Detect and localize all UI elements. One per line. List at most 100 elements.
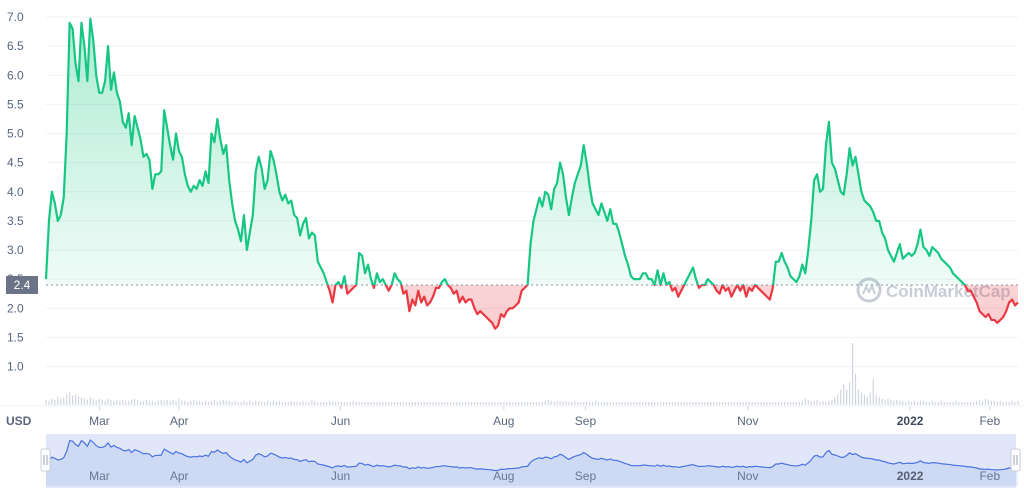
volume-bar (417, 401, 419, 405)
volume-bar (515, 401, 517, 405)
volume-bar (654, 401, 656, 405)
volume-bar (757, 401, 759, 405)
y-tick-label: 1.0 (7, 360, 24, 374)
volume-bar (840, 389, 842, 405)
volume-bar (804, 398, 806, 405)
volume-bar (1011, 400, 1013, 405)
y-tick-label: 4.0 (7, 185, 24, 199)
currency-unit-label: USD (6, 414, 32, 428)
volume-bar (470, 401, 473, 405)
volume-bar (139, 400, 142, 405)
navigator-x-tick-label: Sep (575, 469, 597, 483)
volume-bar (201, 401, 204, 405)
volume-bar (943, 401, 945, 405)
volume-bar (414, 401, 416, 405)
volume-bar (597, 401, 600, 405)
volume-bar (869, 392, 871, 405)
volume-bar (529, 401, 532, 405)
volume-bar (459, 401, 461, 405)
volume-bar (473, 401, 475, 405)
volume-bar (488, 401, 490, 405)
volume-bar (721, 401, 724, 405)
volume-bar (686, 401, 688, 405)
volume-bar (388, 401, 390, 405)
volume-bar (976, 400, 978, 405)
volume-bar (131, 399, 133, 405)
volume-bar (970, 401, 972, 405)
y-tick-label: 3.0 (7, 243, 24, 257)
volume-bar (961, 401, 963, 405)
volume-bar (396, 401, 399, 405)
volume-bar (77, 396, 80, 405)
volume-bar (116, 399, 118, 405)
volume-bar (196, 400, 198, 405)
volume-bar (973, 401, 975, 405)
volume-bar (48, 400, 50, 405)
volume-bar (343, 401, 345, 405)
volume-bar (949, 401, 951, 405)
volume-bar (586, 401, 588, 405)
volume-bar (689, 401, 691, 405)
volume-bar (695, 401, 697, 405)
range-navigator[interactable]: Mar Apr Jun Aug Sep Nov 2022 Feb (40, 434, 1021, 488)
volume-bar (314, 400, 316, 405)
volume-bar (98, 398, 100, 405)
navigator-left-handle[interactable] (40, 448, 51, 472)
volume-bar (866, 396, 868, 405)
volume-bar (707, 401, 709, 405)
volume-bar (559, 400, 561, 405)
volume-bar (550, 400, 552, 405)
volume-bar (819, 401, 821, 405)
volume-bar (733, 401, 735, 405)
volume-bar (349, 401, 351, 405)
volume-bar (45, 399, 47, 405)
volume-bar (243, 400, 245, 405)
volume-bar (680, 401, 682, 405)
volume-bar (591, 401, 594, 405)
volume-bar (83, 398, 86, 405)
volume-bar (157, 400, 159, 405)
volume-bar (553, 401, 555, 405)
volume-bar (491, 401, 493, 405)
navigator-selection[interactable] (46, 434, 1016, 488)
volume-bar (370, 401, 372, 405)
volume-bar (308, 401, 310, 405)
volume-bar (57, 396, 59, 405)
volume-bar (95, 399, 97, 405)
volume-bar (612, 401, 614, 405)
volume-bar (763, 401, 765, 405)
reference-line: 2.4 (6, 275, 1018, 294)
volume-bar (234, 400, 236, 405)
volume-bar (485, 401, 487, 405)
area-above-reference (46, 18, 965, 285)
volume-bar (402, 401, 405, 405)
volume-bar (928, 401, 930, 405)
volume-bar (89, 397, 91, 405)
volume-bar (399, 401, 402, 405)
volume-bar (509, 401, 511, 405)
volume-bar (216, 401, 218, 405)
volume-bar (80, 397, 83, 405)
volume-bar (184, 400, 186, 405)
volume-bar (461, 401, 464, 405)
navigator-x-tick-label: Feb (979, 469, 1000, 483)
volume-bar (854, 374, 857, 405)
volume-bar (848, 382, 851, 405)
volume-bar (385, 401, 387, 405)
volume-bar (645, 401, 647, 405)
volume-bar (69, 392, 71, 405)
volume-bar (698, 401, 700, 405)
volume-bar (541, 401, 543, 405)
volume-bar (136, 399, 139, 405)
volume-bar (429, 401, 431, 405)
volume-bar (228, 400, 230, 405)
volume-bar (710, 401, 712, 405)
volume-bar (568, 401, 570, 405)
volume-bar (181, 400, 183, 405)
volume-bar (946, 401, 948, 405)
volume-bar (207, 401, 210, 405)
navigator-x-tick-label: Aug (493, 469, 514, 483)
volume-bar (275, 401, 278, 405)
navigator-right-handle[interactable] (1010, 448, 1021, 472)
